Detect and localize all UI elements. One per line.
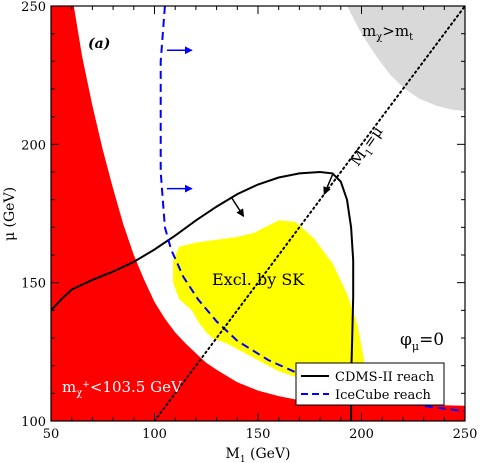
arrows <box>166 46 334 218</box>
sk-region-label: Excl. by SK <box>212 270 305 289</box>
y-tick-label: 250 <box>21 0 46 15</box>
panel-label: (a) <box>88 36 110 52</box>
x-tick-label: 150 <box>246 427 271 442</box>
series-cdms-ii-reach <box>51 170 355 421</box>
region-sk-excluded <box>173 220 368 394</box>
series-m1-mu <box>153 6 465 421</box>
legend-label-cdms: CDMS-II reach <box>335 370 435 385</box>
phi-label: φμ=0 <box>400 330 444 353</box>
filled-regions <box>51 6 465 421</box>
legend-label-icecube: IceCube reach <box>335 388 432 403</box>
region-gray-m-chi-gt-m-t <box>347 6 465 112</box>
diagonal-label: M1=μ <box>347 123 390 171</box>
x-axis-label: M1 (GeV) <box>225 446 290 463</box>
legend-box <box>295 362 445 406</box>
red-region-label: mχ+<103.5 GeV <box>62 378 183 399</box>
x-tick-label: 50 <box>43 427 60 442</box>
y-tick-label: 150 <box>21 277 46 292</box>
x-tick-label: 100 <box>142 427 167 442</box>
legend: CDMS-II reach IceCube reach <box>295 362 445 406</box>
x-tick-label: 250 <box>453 427 478 442</box>
y-tick-label: 100 <box>21 415 46 430</box>
y-tick-label: 200 <box>21 138 46 153</box>
gray-region-label: mχ>mt <box>362 22 413 43</box>
cdms-arrow-1 <box>323 174 334 196</box>
x-tick-label: 200 <box>349 427 374 442</box>
y-axis-label: μ (GeV) <box>2 187 18 241</box>
region-red-chargino-excluded <box>51 6 465 421</box>
cdms-arrow-2 <box>230 196 245 218</box>
